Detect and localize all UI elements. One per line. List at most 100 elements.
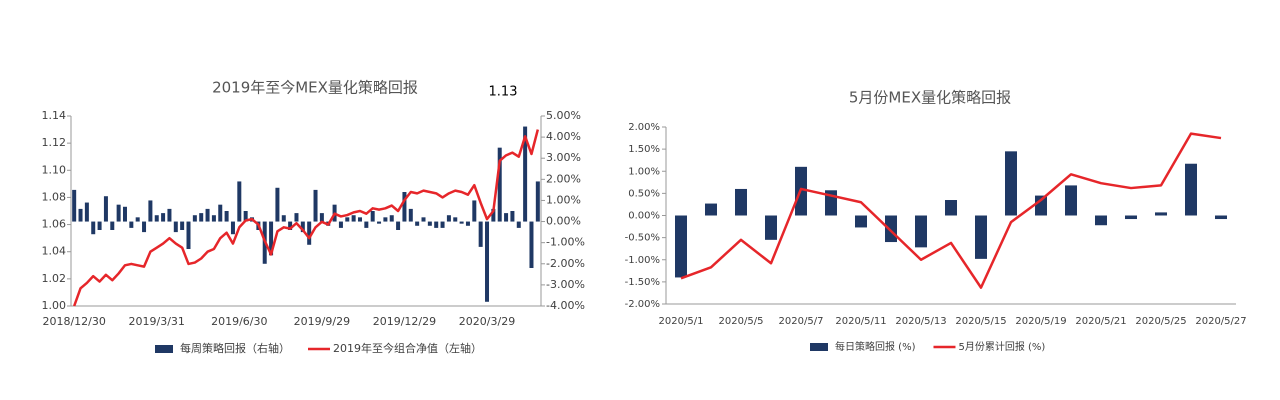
y2-tick-label: 3.00% <box>546 151 581 164</box>
y-tick-label: 1.50% <box>628 144 660 155</box>
bar <box>1005 151 1017 216</box>
bar <box>516 221 521 228</box>
bar <box>313 189 318 222</box>
y2-tick-label: 5.00% <box>546 109 581 122</box>
chart-title: 5月份MEX量化策略回报 <box>849 89 1011 107</box>
x-tick-label: 2020/5/1 <box>659 316 704 327</box>
bar <box>434 221 439 228</box>
bar <box>103 196 108 222</box>
bar <box>230 221 235 235</box>
bar <box>446 215 451 222</box>
bar <box>72 189 77 222</box>
line <box>680 132 1222 289</box>
bar <box>288 221 293 230</box>
bar <box>408 208 413 222</box>
y-tick-label: 1.00 <box>42 299 67 312</box>
bar <box>497 147 502 222</box>
bar <box>129 221 134 228</box>
bar <box>345 217 350 222</box>
y2-tick-label: -3.00% <box>546 278 585 291</box>
bar <box>319 213 324 222</box>
bar <box>440 221 445 228</box>
bar <box>535 181 540 222</box>
legend-swatch <box>155 345 173 353</box>
y2-tick-label: -2.00% <box>546 257 585 270</box>
bar <box>78 208 83 222</box>
bar <box>148 200 153 222</box>
bar <box>396 221 401 230</box>
y-tick-label: -1.00% <box>625 255 660 266</box>
bar <box>167 208 172 222</box>
bar <box>91 221 96 235</box>
y-tick-label: 0.00% <box>628 211 660 222</box>
bar <box>199 213 204 222</box>
bar <box>110 221 115 230</box>
bar <box>735 188 747 216</box>
y2-tick-label: 2.00% <box>546 172 581 185</box>
y-tick-label: 1.14 <box>42 109 67 122</box>
x-tick-label: 2020/5/25 <box>1135 316 1186 327</box>
bar <box>945 200 957 216</box>
y-tick-label: 1.06 <box>42 218 67 231</box>
bar <box>218 204 223 222</box>
y2-tick-label: 1.00% <box>546 193 581 206</box>
bar <box>1065 185 1077 216</box>
bar <box>300 221 305 233</box>
bar <box>294 213 299 222</box>
bar <box>370 211 375 222</box>
bar <box>84 202 89 222</box>
bar <box>389 215 394 222</box>
bar <box>915 215 927 248</box>
bar <box>1185 163 1197 216</box>
bar <box>478 221 483 247</box>
bar <box>243 211 248 222</box>
bar <box>122 206 127 222</box>
y-tick-label: 1.00% <box>628 166 660 177</box>
bar <box>1035 195 1047 216</box>
bar <box>364 221 369 228</box>
bar <box>504 213 509 222</box>
x-tick-label: 2020/5/19 <box>1015 316 1066 327</box>
x-tick-label: 2020/3/29 <box>459 315 515 328</box>
y2-tick-label: 4.00% <box>546 130 581 143</box>
legend-label: 5月份累计回报 (%) <box>958 340 1045 353</box>
bar <box>307 221 312 245</box>
legend-label: 2019年至今组合净值（左轴） <box>333 341 482 355</box>
bar <box>855 215 867 228</box>
bar <box>453 217 458 222</box>
bar <box>1155 212 1167 216</box>
x-tick-label: 2020/5/7 <box>779 316 824 327</box>
bar <box>510 211 515 222</box>
bar <box>975 215 987 259</box>
y-tick-label: 1.02 <box>42 272 67 285</box>
bar <box>472 200 477 222</box>
legend-label: 每日策略回报 (%) <box>835 340 916 353</box>
bar <box>523 126 528 222</box>
legend-label: 每周策略回报（右轴） <box>180 341 290 355</box>
y-tick-label: 1.04 <box>42 245 67 258</box>
bar <box>281 215 286 222</box>
bar <box>485 221 490 302</box>
bar <box>1125 215 1137 220</box>
bar <box>675 215 687 278</box>
x-tick-label: 2019/3/31 <box>129 315 185 328</box>
y-tick-label: 2.00% <box>628 122 660 133</box>
bar <box>269 221 274 256</box>
bar <box>142 221 147 233</box>
y-tick-label: 1.08 <box>42 190 67 203</box>
legend-swatch <box>810 343 828 351</box>
x-tick-label: 2020/5/13 <box>895 316 946 327</box>
bar <box>465 221 470 226</box>
bar <box>421 217 426 222</box>
y2-tick-label: -4.00% <box>546 299 585 312</box>
x-tick-label: 2020/5/15 <box>955 316 1006 327</box>
bar <box>186 221 191 249</box>
x-tick-label: 2019/9/29 <box>294 315 350 328</box>
y-tick-label: 0.50% <box>628 188 660 199</box>
bar <box>1215 215 1227 220</box>
bar <box>415 221 420 226</box>
bar <box>224 211 229 222</box>
y2-tick-label: 0.00% <box>546 215 581 228</box>
